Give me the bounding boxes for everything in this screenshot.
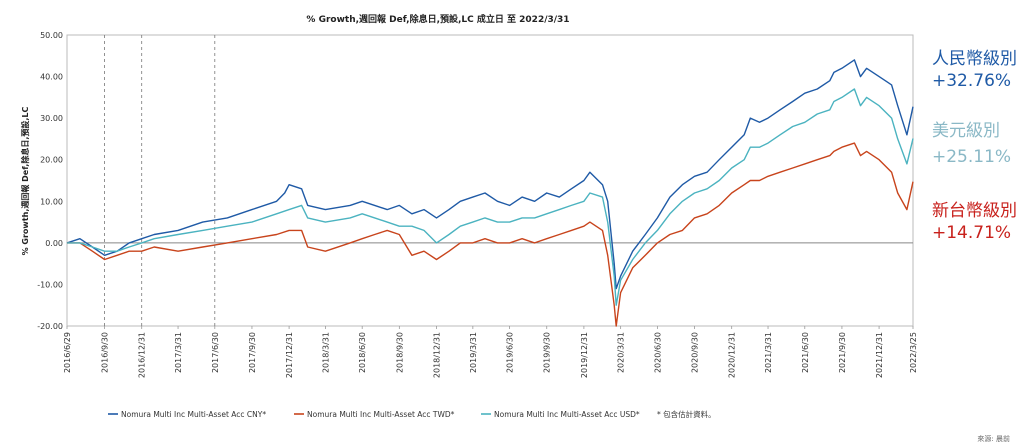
x-tick-label: 2018/6/30 [358, 332, 367, 373]
x-tick-label: 2021/6/30 [801, 332, 810, 373]
x-tick-label: 2017/9/30 [248, 332, 257, 373]
legend-entry: Nomura Multi Inc Multi-Asset Acc TWD* [307, 410, 455, 419]
x-tick-label: 2022/3/25 [909, 332, 918, 373]
x-tick-label: 2016/6/29 [63, 332, 72, 373]
x-tick-label: 2018/3/31 [321, 332, 330, 373]
x-tick-label: 2020/6/30 [653, 332, 662, 373]
y-axis-ticks: 50.00 40.00 30.00 20.00 10.00 0.00 -10.00 -20.0… [37, 31, 63, 331]
x-tick-label: 2020/9/30 [691, 332, 700, 373]
callout-name: 人民幣級別 [932, 49, 1017, 69]
gridlines [67, 35, 913, 326]
legend: Nomura Multi Inc Multi-Asset Acc CNY* Nom… [108, 409, 716, 419]
x-tick-label: 2017/3/31 [174, 332, 183, 373]
legend-entry: Nomura Multi Inc Multi-Asset Acc CNY* [121, 410, 266, 419]
y-tick-label: -20.00 [37, 322, 63, 331]
x-tick-label: 2020/12/31 [728, 332, 737, 378]
y-axis-label: % Growth,週回報 Def,除息日,預設,LC [20, 107, 30, 256]
y-tick-label: 10.00 [40, 197, 63, 206]
x-tick-label: 2020/3/31 [617, 332, 626, 373]
callout-name: 美元級別 [932, 121, 1000, 141]
chart-title: % Growth,週回報 Def,除息日,預設,LC 成立日 至 2022/3/… [306, 13, 569, 25]
y-tick-label: -10.00 [37, 280, 63, 289]
legend-note: * 包含估計資料。 [657, 409, 716, 419]
callout-value: +14.71% [932, 223, 1011, 243]
series-line [66, 59, 914, 290]
plot-area [66, 34, 914, 327]
x-tick-label: 2016/9/30 [101, 332, 110, 373]
series-line [67, 142, 914, 327]
callout-name: 新台幣級別 [932, 201, 1017, 221]
x-tick-label: 2018/9/30 [395, 332, 404, 373]
series-line [67, 88, 914, 306]
y-tick-label: 40.00 [40, 73, 63, 82]
x-tick-label: 2021/9/30 [838, 332, 847, 373]
callouts: 人民幣級別+32.76% 美元級別 +25.11% 新台幣級別+14.71% [932, 49, 1017, 243]
callout-value: +32.76% [932, 71, 1011, 91]
x-tick-label: 2017/12/31 [285, 332, 294, 378]
series-lines [66, 59, 914, 327]
x-axis-ticks: 2016/6/29 2016/9/30 2016/12/31 2017/3/31 201… [63, 326, 918, 378]
x-tick-label: 2019/12/31 [580, 332, 589, 378]
y-tick-label: 50.00 [40, 31, 63, 40]
y-tick-label: 20.00 [40, 156, 63, 165]
x-tick-label: 2019/6/30 [506, 332, 515, 373]
y-tick-label: 0.00 [45, 239, 63, 248]
callout-value: +25.11% [932, 147, 1011, 167]
x-tick-label: 2021/12/31 [875, 332, 884, 378]
y-tick-label: 30.00 [40, 114, 63, 123]
x-tick-label: 2019/3/31 [469, 332, 478, 373]
x-tick-label: 2016/12/31 [138, 332, 147, 378]
x-tick-label: 2019/9/30 [543, 332, 552, 373]
x-tick-label: 2017/6/30 [211, 332, 220, 373]
x-tick-label: 2021/3/31 [764, 332, 773, 373]
x-tick-label: 2018/12/31 [432, 332, 441, 378]
source-note: 來源: 晨前 [977, 434, 1010, 443]
legend-entry: Nomura Multi Inc Multi-Asset Acc USD* [494, 410, 640, 419]
